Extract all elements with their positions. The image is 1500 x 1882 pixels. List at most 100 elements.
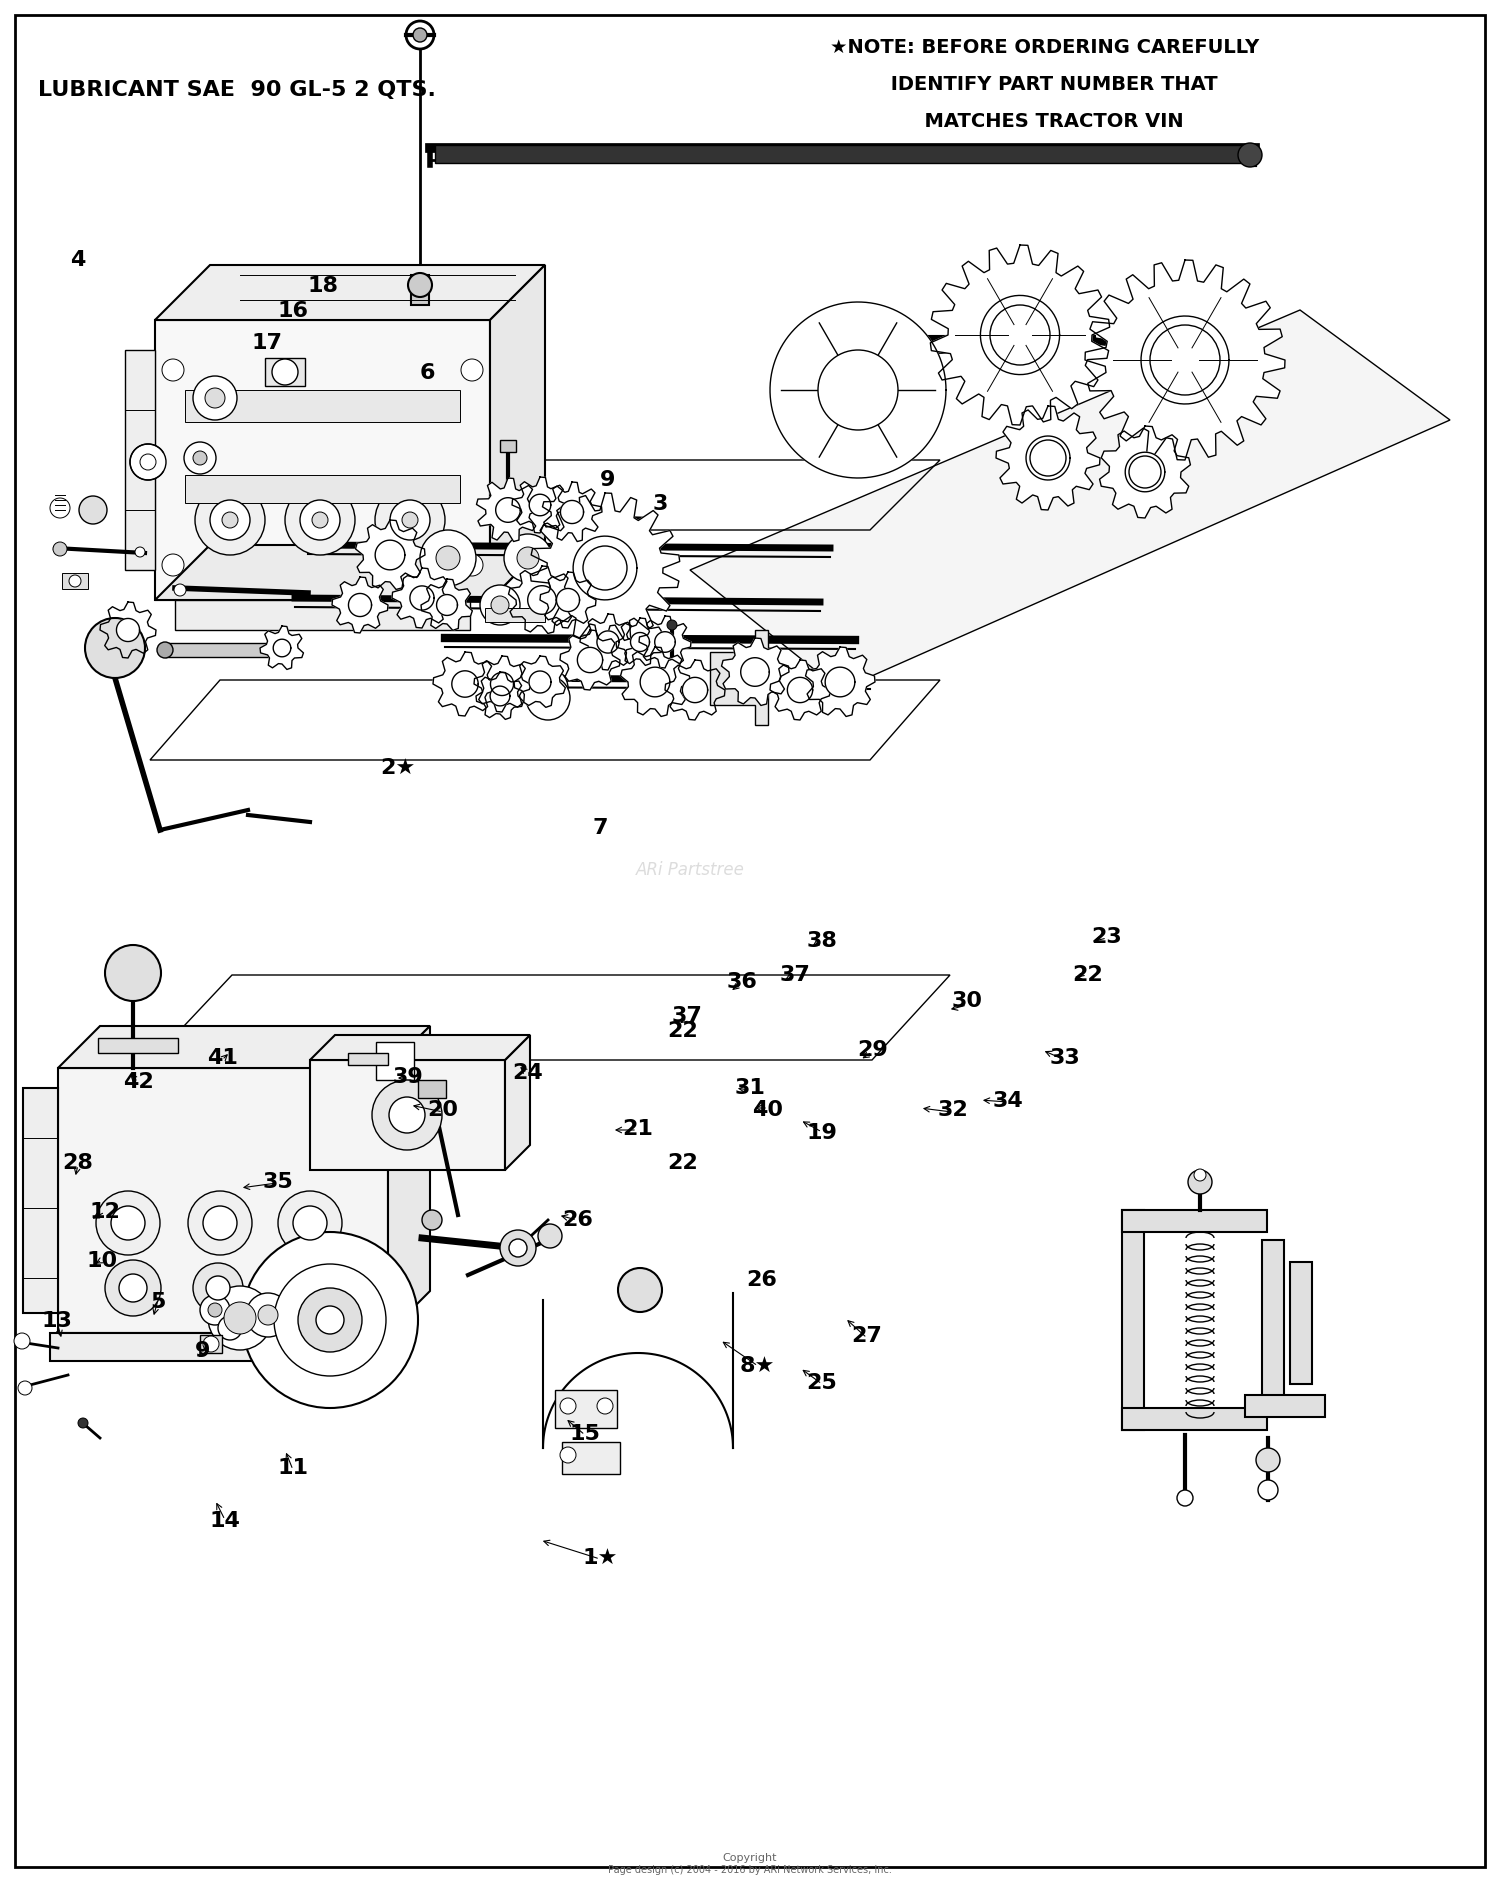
- Circle shape: [538, 1223, 562, 1248]
- Bar: [1290, 1263, 1312, 1383]
- Bar: [98, 1039, 178, 1054]
- Polygon shape: [996, 407, 1100, 510]
- Polygon shape: [770, 661, 830, 721]
- Circle shape: [140, 454, 156, 470]
- Polygon shape: [58, 1067, 388, 1332]
- Text: 39: 39: [393, 1067, 423, 1086]
- Circle shape: [135, 548, 146, 557]
- Circle shape: [298, 1287, 362, 1351]
- Polygon shape: [690, 311, 1450, 691]
- Text: 23: 23: [1092, 928, 1122, 947]
- Circle shape: [1130, 455, 1161, 487]
- Polygon shape: [495, 497, 520, 523]
- Bar: [419, 1080, 446, 1097]
- Circle shape: [292, 1206, 327, 1240]
- Bar: [1245, 1395, 1324, 1417]
- Polygon shape: [154, 546, 544, 600]
- Circle shape: [480, 585, 520, 625]
- Circle shape: [194, 376, 237, 420]
- Polygon shape: [1100, 425, 1191, 518]
- Polygon shape: [530, 672, 550, 693]
- Polygon shape: [981, 295, 1059, 375]
- Circle shape: [18, 1381, 32, 1395]
- Polygon shape: [260, 627, 303, 670]
- Circle shape: [194, 452, 207, 465]
- Circle shape: [184, 442, 216, 474]
- Text: 8★: 8★: [740, 1357, 776, 1376]
- Polygon shape: [436, 595, 457, 615]
- Circle shape: [105, 945, 160, 1001]
- Polygon shape: [117, 619, 140, 642]
- Bar: [200, 1334, 222, 1353]
- Polygon shape: [422, 580, 472, 630]
- Polygon shape: [392, 568, 452, 629]
- Circle shape: [1188, 1171, 1212, 1193]
- Circle shape: [96, 1191, 160, 1255]
- Text: 19: 19: [807, 1124, 837, 1142]
- Bar: [1122, 1408, 1268, 1430]
- Bar: [1262, 1240, 1284, 1406]
- Text: 40: 40: [753, 1101, 783, 1120]
- Circle shape: [836, 369, 880, 412]
- Polygon shape: [556, 589, 579, 612]
- Circle shape: [1238, 143, 1262, 167]
- Polygon shape: [356, 519, 424, 589]
- Circle shape: [560, 1398, 576, 1413]
- Circle shape: [818, 350, 898, 429]
- Text: 22: 22: [668, 1154, 698, 1172]
- Circle shape: [618, 1268, 662, 1312]
- Polygon shape: [509, 566, 576, 634]
- Bar: [500, 440, 516, 452]
- Circle shape: [188, 1191, 252, 1255]
- Bar: [435, 145, 1245, 164]
- Polygon shape: [506, 1035, 530, 1171]
- Circle shape: [1150, 326, 1220, 395]
- Circle shape: [246, 1293, 290, 1336]
- Polygon shape: [710, 630, 768, 725]
- Circle shape: [460, 553, 483, 576]
- Polygon shape: [630, 632, 650, 651]
- Polygon shape: [788, 678, 813, 702]
- Circle shape: [105, 1261, 160, 1316]
- Polygon shape: [514, 657, 566, 708]
- Circle shape: [560, 1447, 576, 1462]
- Polygon shape: [1125, 452, 1166, 491]
- Bar: [376, 1043, 414, 1080]
- Polygon shape: [616, 617, 663, 666]
- Text: 41: 41: [207, 1048, 237, 1067]
- Polygon shape: [597, 630, 619, 653]
- Polygon shape: [930, 245, 1110, 425]
- Text: 35: 35: [262, 1172, 292, 1191]
- Circle shape: [388, 1097, 424, 1133]
- Text: 20: 20: [427, 1101, 458, 1120]
- Circle shape: [526, 676, 570, 721]
- Circle shape: [78, 1417, 88, 1428]
- Circle shape: [528, 668, 568, 708]
- Bar: [62, 572, 88, 589]
- Text: 5: 5: [150, 1293, 165, 1312]
- Circle shape: [990, 305, 1050, 365]
- Polygon shape: [100, 602, 156, 659]
- Circle shape: [194, 1263, 243, 1314]
- Text: 3: 3: [652, 495, 668, 514]
- Polygon shape: [1142, 316, 1228, 405]
- Polygon shape: [474, 657, 530, 711]
- Polygon shape: [512, 476, 568, 533]
- Circle shape: [584, 546, 627, 589]
- Circle shape: [217, 1316, 242, 1340]
- Polygon shape: [573, 536, 638, 600]
- Circle shape: [200, 1295, 230, 1325]
- Bar: [1122, 1210, 1268, 1233]
- Text: 7: 7: [592, 819, 608, 837]
- Polygon shape: [58, 1026, 430, 1067]
- Polygon shape: [1084, 260, 1286, 459]
- Circle shape: [490, 597, 508, 614]
- Text: IDENTIFY PART NUMBER THAT: IDENTIFY PART NUMBER THAT: [830, 75, 1218, 94]
- Circle shape: [518, 548, 538, 568]
- Text: 9: 9: [195, 1342, 210, 1361]
- Circle shape: [242, 1233, 418, 1408]
- Circle shape: [372, 1080, 442, 1150]
- Circle shape: [420, 531, 476, 585]
- Circle shape: [312, 512, 328, 529]
- Polygon shape: [154, 265, 544, 320]
